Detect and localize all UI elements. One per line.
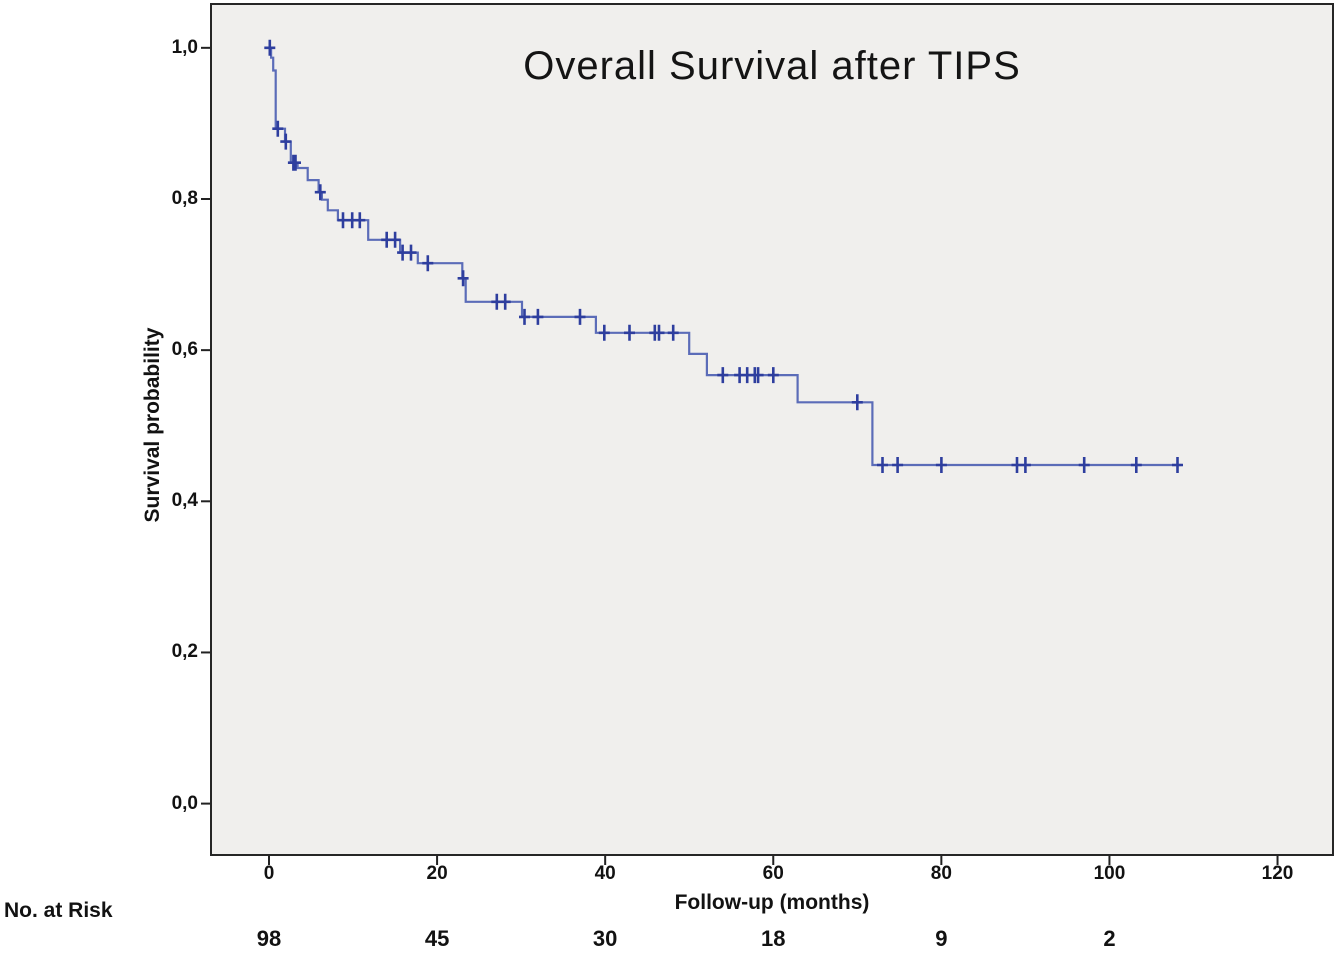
- risk-count: 30: [592, 926, 618, 951]
- x-tick-label: 120: [1261, 863, 1294, 884]
- x-tick-label: 0: [263, 863, 275, 884]
- x-tick-label: 100: [1093, 863, 1126, 884]
- y-tick-label: 1,0: [171, 36, 198, 58]
- y-tick-label: 0,8: [171, 187, 198, 209]
- risk-count: 98: [256, 926, 282, 951]
- plot-frame: [210, 3, 1334, 856]
- y-tick-label: 0,4: [171, 490, 198, 512]
- risk-count: 2: [1103, 926, 1116, 951]
- y-tick-label: 0,0: [171, 792, 198, 814]
- risk-count: 18: [761, 926, 786, 951]
- risk-count: 9: [935, 926, 948, 951]
- censor-marks: [264, 39, 1183, 473]
- x-tick-label: 80: [930, 863, 952, 884]
- y-tick-label: 0,6: [171, 339, 198, 361]
- chart-title: Overall Survival after TIPS: [523, 44, 1021, 88]
- x-tick-label: 60: [762, 863, 784, 884]
- y-tick-label: 0,2: [171, 641, 198, 663]
- x-axis-title: Follow-up (months): [674, 891, 870, 914]
- x-tick-label: 40: [594, 863, 616, 884]
- x-tick-label: 20: [426, 863, 448, 884]
- risk-table-label: No. at Risk: [4, 899, 113, 922]
- risk-count: 45: [424, 926, 450, 951]
